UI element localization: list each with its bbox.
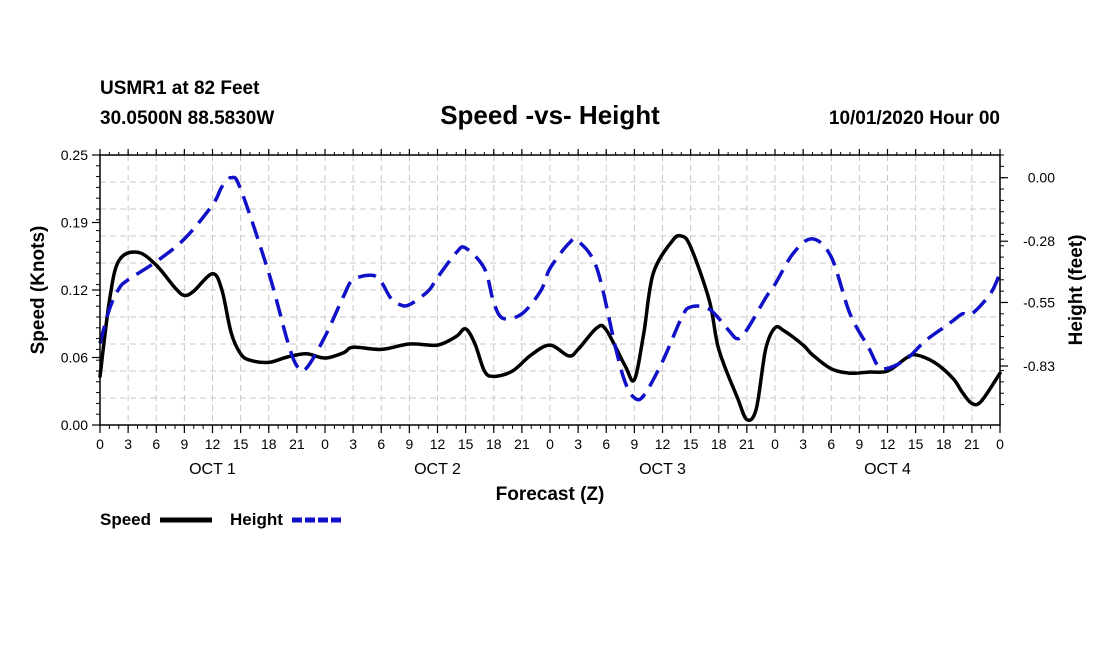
y-axis-right-label: Height (feet) [1066,235,1087,346]
station-coords: 30.0500N 88.5830W [100,108,274,129]
x-tick-label: 0 [996,436,1004,452]
x-tick-label: 3 [799,436,807,452]
x-tick-label: 18 [936,436,952,452]
x-tick-label: 12 [655,436,671,452]
x-tick-label: 18 [486,436,502,452]
x-tick-label: 15 [233,436,249,452]
x-tick-label: 12 [430,436,446,452]
x-tick-label: 18 [711,436,727,452]
x-tick-label: 6 [377,436,385,452]
axes: 0.00 0.06 0.12 0.19 0.25 0.00 -0.28 -0.55 -0.83 0… [61,147,1055,478]
y-left-tick-label: 0.25 [61,147,88,163]
x-tick-label: 6 [152,436,160,452]
x-tick-label: 0 [771,436,779,452]
x-tick-label: 9 [405,436,413,452]
x-tick-label: 21 [739,436,755,452]
y-left-tick-label: 0.06 [61,350,88,366]
legend-height-label: Height [230,510,283,529]
y-right-tick-label: -0.55 [1023,294,1055,310]
x-tick-label: 15 [683,436,699,452]
y-left-tick-label: 0.12 [61,282,88,298]
x-axis-label: Forecast (Z) [496,484,605,505]
x-tick-label: 0 [96,436,104,452]
x-tick-label: 18 [261,436,277,452]
x-tick-label: 3 [349,436,357,452]
x-tick-label: 9 [180,436,188,452]
grid-lines [100,155,1000,425]
x-tick-label: 6 [827,436,835,452]
x-tick-label: 9 [855,436,863,452]
x-tick-label: 21 [289,436,305,452]
forecast-datetime: 10/01/2020 Hour 00 [829,108,1000,129]
series-line-speed [98,233,1002,423]
x-tick-label: 21 [964,436,980,452]
x-tick-label: 21 [514,436,530,452]
day-label: OCT 1 [189,461,236,478]
x-tick-label: 0 [321,436,329,452]
x-tick-label: 6 [602,436,610,452]
y-right-tick-label: 0.00 [1028,170,1055,186]
y-right-tick-label: -0.28 [1023,233,1055,249]
x-tick-label: 3 [124,436,132,452]
x-tick-label: 3 [574,436,582,452]
legend-speed-label: Speed [100,510,151,529]
day-label: OCT 2 [414,461,461,478]
chart-title: Speed -vs- Height [440,100,660,130]
x-tick-label: 0 [546,436,554,452]
y-left-tick-label: 0.19 [61,215,88,231]
series-line-height [98,175,1002,402]
x-tick-label: 12 [880,436,896,452]
day-label: OCT 4 [864,461,911,478]
x-tick-label: 9 [630,436,638,452]
legend: Speed Height [100,510,342,529]
x-tick-label: 15 [908,436,924,452]
y-axis-left-label: Speed (Knots) [28,226,49,355]
series-layer [98,175,1002,423]
y-right-tick-label: -0.83 [1023,358,1055,374]
x-tick-label: 12 [205,436,221,452]
y-left-tick-label: 0.00 [61,417,88,433]
day-label: OCT 3 [639,461,686,478]
station-name: USMR1 at 82 Feet [100,78,260,99]
x-tick-label: 15 [458,436,474,452]
